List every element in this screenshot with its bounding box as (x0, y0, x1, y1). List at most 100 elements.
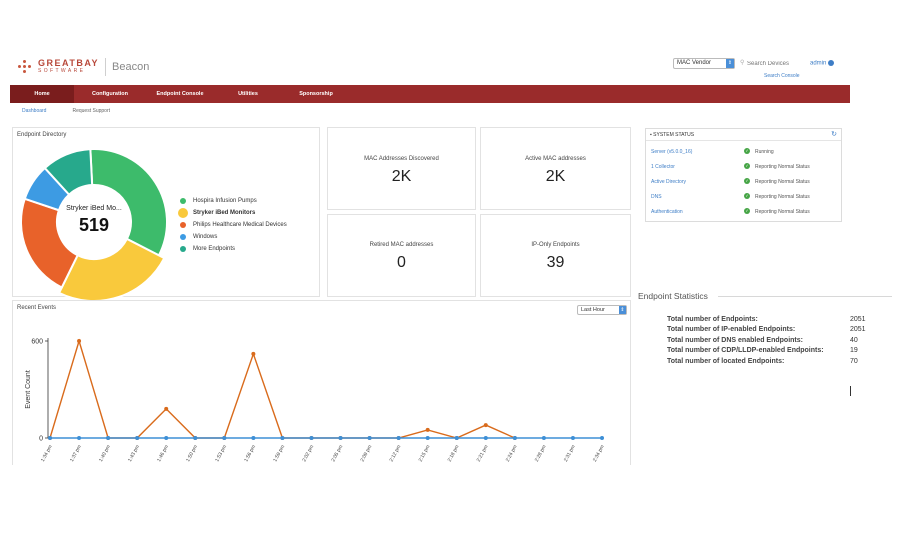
stat-value: 2K (545, 168, 566, 185)
status-name[interactable]: 1 Collector (651, 164, 675, 170)
nav-configuration[interactable]: Configuration (91, 91, 129, 97)
donut-slice[interactable] (43, 148, 94, 197)
data-point[interactable] (77, 339, 82, 343)
legend-dot (180, 234, 186, 240)
data-point[interactable] (570, 436, 575, 440)
time-range-value: Last Hour (581, 307, 605, 313)
ep-stat-label: Total number of IP-enabled Endpoints: (667, 326, 796, 333)
system-status-header: ▪ SYSTEM STATUS ↻ (646, 129, 841, 141)
donut-slice[interactable] (57, 237, 166, 302)
stat-tile-active-mac[interactable]: Active MAC addresses 2K (480, 127, 631, 210)
data-point[interactable] (106, 436, 111, 440)
nav-endpoint-console[interactable]: Endpoint Console (156, 91, 204, 97)
status-text: Reporting Normal Status (755, 209, 810, 215)
status-name[interactable]: DNS (651, 194, 662, 200)
status-name[interactable]: Authentication (651, 209, 683, 215)
data-point[interactable] (483, 423, 488, 428)
subnav-dashboard[interactable]: Dashboard (22, 108, 47, 114)
stat-label: IP-Only Endpoints (531, 242, 580, 248)
x-tick-label: 2:31 pm (563, 444, 577, 463)
logo[interactable]: GREATBAY SOFTWARE Beacon (18, 58, 149, 76)
data-point[interactable] (396, 436, 401, 440)
legend-item-more[interactable]: More Endpoints (180, 243, 287, 255)
main-nav: Home Configuration Endpoint Console Util… (10, 85, 850, 103)
x-tick-label: 1:34 pm (40, 444, 54, 463)
data-point[interactable] (164, 436, 169, 440)
legend-label: Windows (193, 234, 218, 240)
ep-stat-label: Total number of Endpoints: (667, 316, 758, 323)
data-point[interactable] (135, 436, 140, 440)
status-name[interactable]: Server (v5.0.0_16) (651, 149, 693, 155)
data-point[interactable] (164, 406, 169, 411)
data-point[interactable] (338, 436, 343, 440)
server-icon: ▪ (650, 132, 652, 138)
data-point[interactable] (222, 436, 227, 440)
legend-label: More Endpoints (193, 246, 236, 252)
x-tick-label: 1:43 pm (127, 444, 141, 463)
legend-item-philips[interactable]: Philips Healthcare Medical Devices (180, 219, 287, 231)
data-point[interactable] (251, 436, 256, 440)
text-cursor (850, 386, 851, 396)
donut-legend: Hospira Infusion Pumps Stryker iBed Moni… (178, 195, 287, 255)
ep-stat-row: Total number of Endpoints: 2051 (667, 316, 877, 326)
data-point[interactable] (48, 436, 52, 440)
vendor-select[interactable]: MAC Vendor ⇕ (673, 58, 735, 69)
stat-tile-ip-only[interactable]: IP-Only Endpoints 39 (480, 214, 631, 297)
logo-software: SOFTWARE (38, 68, 86, 74)
donut-slice[interactable] (89, 148, 168, 257)
series-line-orange (49, 338, 516, 439)
data-point[interactable] (309, 436, 314, 440)
legend-item-hospira[interactable]: Hospira Infusion Pumps (180, 195, 287, 207)
check-circle-icon: ✓ (744, 148, 750, 154)
nav-home[interactable]: Home (10, 85, 74, 103)
legend-label: Philips Healthcare Medical Devices (193, 222, 287, 228)
data-point[interactable] (425, 436, 430, 440)
check-circle-icon: ✓ (744, 208, 750, 214)
time-range-select[interactable]: Last Hour ⇕ (577, 305, 627, 315)
nav-utilities[interactable]: Utilities (238, 91, 258, 97)
data-point[interactable] (193, 436, 198, 440)
stat-tile-retired-mac[interactable]: Retired MAC addresses 0 (327, 214, 476, 297)
stat-value: 2K (391, 168, 412, 185)
search-input[interactable] (739, 58, 799, 69)
x-tick-label: 2:34 pm (592, 444, 606, 463)
data-point[interactable] (512, 436, 517, 440)
legend-label: Hospira Infusion Pumps (193, 198, 257, 204)
status-text: Reporting Normal Status (755, 164, 810, 170)
data-point[interactable] (425, 427, 430, 432)
system-status-panel: ▪ SYSTEM STATUS ↻ Server (v5.0.0_16) ✓ Run… (645, 128, 842, 222)
data-point[interactable] (77, 436, 82, 440)
data-point[interactable] (280, 436, 285, 440)
legend-label: Stryker iBed Monitors (193, 210, 256, 216)
data-point[interactable] (367, 436, 372, 440)
y-axis-label: Event Count (25, 370, 32, 409)
endpoint-statistics-title: Endpoint Statistics (638, 291, 708, 301)
vendor-select-value: MAC Vendor (677, 60, 712, 66)
subnav-request-support[interactable]: Request Support (72, 108, 110, 114)
stat-tile-mac-discovered[interactable]: MAC Addresses Discovered 2K (327, 127, 476, 210)
legend-item-windows[interactable]: Windows (180, 231, 287, 243)
status-text: Running (755, 149, 774, 155)
data-point[interactable] (251, 351, 256, 356)
nav-sponsorship[interactable]: Sponsorship (299, 91, 333, 97)
legend-item-stryker[interactable]: Stryker iBed Monitors (178, 207, 287, 219)
data-point[interactable] (483, 436, 488, 440)
stat-label: Retired MAC addresses (369, 242, 434, 248)
data-point[interactable] (541, 436, 546, 440)
refresh-icon[interactable]: ↻ (831, 131, 837, 138)
ep-stat-value: 70 (850, 358, 858, 365)
data-point[interactable] (454, 436, 459, 440)
x-tick-label: 1:59 pm (272, 444, 286, 463)
stat-label: MAC Addresses Discovered (364, 156, 439, 162)
data-point[interactable] (600, 436, 604, 440)
x-tick-label: 2:09 pm (360, 444, 374, 463)
admin-menu[interactable]: admin (810, 60, 835, 67)
ep-stat-value: 2051 (850, 316, 866, 323)
search-console-link[interactable]: Search Console (764, 73, 800, 79)
status-name[interactable]: Active Directory (651, 179, 687, 185)
logo-text: GREATBAY SOFTWARE (38, 59, 99, 75)
status-row-server: Server (v5.0.0_16) ✓ Running (646, 148, 841, 159)
x-tick-label: 2:02 pm (301, 444, 315, 463)
legend-dot (180, 246, 186, 252)
